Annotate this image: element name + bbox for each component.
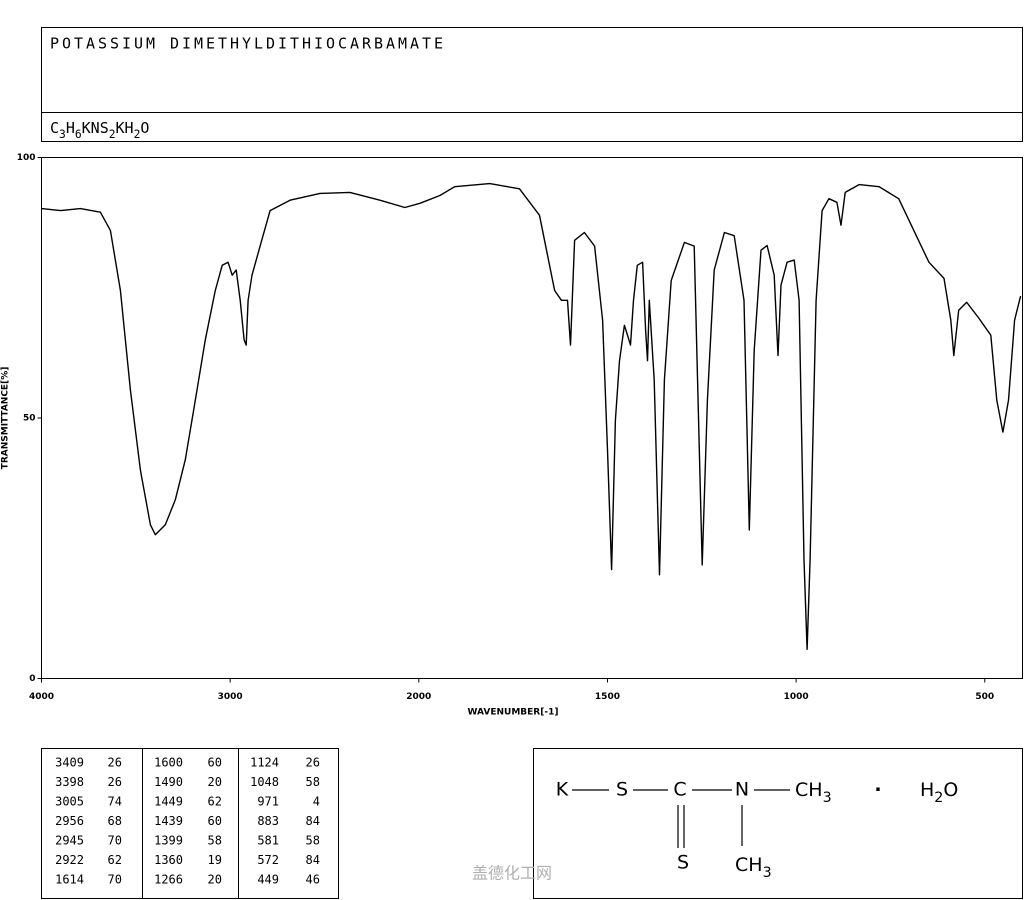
table-cell: 60 [208, 814, 222, 828]
table-cell: 1124 [250, 756, 279, 770]
table-cell: 2922 [55, 853, 84, 867]
table-cell: 3005 [55, 795, 84, 809]
table-cell: 1449 [154, 795, 183, 809]
dot: · [874, 779, 881, 801]
table-cell: 62 [208, 795, 222, 809]
atom: S [616, 779, 628, 801]
x-tick-label: 500 [975, 692, 994, 702]
table-cell: 62 [108, 853, 122, 867]
plot-frame [41, 157, 1023, 679]
table-cell: 883 [257, 814, 279, 828]
x-axis-label: WAVENUMBER[-1] [468, 708, 559, 718]
atom: S [677, 852, 689, 874]
table-cell: 1399 [154, 834, 183, 848]
formula: C3H6KNS2KH2O [50, 119, 149, 141]
table-cell: 449 [257, 873, 279, 887]
atom: K [556, 779, 569, 801]
x-tick-label: 3000 [218, 692, 243, 702]
table-cell: 1614 [55, 873, 84, 887]
formula-box [41, 112, 1023, 142]
water: H2O [920, 779, 958, 807]
table-cell: 971 [257, 795, 279, 809]
table-cell: 1266 [154, 873, 183, 887]
x-tick-label: 1500 [595, 692, 620, 702]
table-cell: 4 [313, 795, 320, 809]
table-cell: 572 [257, 853, 279, 867]
table-cell: 1360 [154, 853, 183, 867]
table-cell: 58 [208, 834, 222, 848]
table-cell: 84 [306, 814, 320, 828]
table-cell: 70 [108, 834, 122, 848]
table-cell: 70 [108, 873, 122, 887]
table-cell: 26 [108, 775, 122, 789]
y-tick-label: 100 [17, 153, 36, 163]
y-tick-label: 50 [23, 414, 36, 424]
table-cell: 3409 [55, 756, 84, 770]
table-cell: 60 [208, 756, 222, 770]
table-cell: 20 [208, 775, 222, 789]
atom: C [673, 779, 686, 801]
table-cell: 1439 [154, 814, 183, 828]
table-cell: 1600 [154, 756, 183, 770]
x-tick-label: 2000 [406, 692, 431, 702]
table-cell: 26 [108, 756, 122, 770]
atom: N [735, 779, 749, 801]
table-cell: 74 [108, 795, 122, 809]
atom: CH3 [795, 779, 832, 807]
y-tick-label: 0 [29, 674, 35, 684]
plot: 0 50 100 4000 3000 2000 1500 1000 500 [17, 153, 1022, 702]
table-cell: 58 [306, 775, 320, 789]
table-cell: 68 [108, 814, 122, 828]
structure-box [533, 748, 1023, 899]
table-cell: 1048 [250, 775, 279, 789]
table-cell: 26 [306, 756, 320, 770]
table-cell: 3398 [55, 775, 84, 789]
peak-table: 3409 26 1600 60 1124 26 3398 26 1490 20 1048 58 3005… [55, 756, 320, 887]
spectrum-line [41, 182, 1022, 650]
x-tick-label: 1000 [784, 692, 809, 702]
table-cell: 19 [208, 853, 222, 867]
atom: CH3 [735, 854, 772, 882]
table-cell: 84 [306, 853, 320, 867]
table-cell: 2956 [55, 814, 84, 828]
table-cell: 1490 [154, 775, 183, 789]
bonds [572, 789, 790, 848]
compound-title: POTASSIUM DIMETHYLDITHIOCARBAMATE [50, 35, 443, 53]
peak-table-box [41, 748, 339, 899]
table-cell: 2945 [55, 834, 84, 848]
table-cell: 20 [208, 873, 222, 887]
y-axis-label: TRANSMITTANCE[%] [1, 367, 11, 470]
x-tick-label: 4000 [29, 692, 54, 702]
watermark: 盖德化工网 [472, 864, 552, 883]
table-cell: 58 [306, 834, 320, 848]
structure-atoms: K S C N CH3 · H2O S CH3 [556, 779, 959, 882]
table-cell: 46 [306, 873, 320, 887]
table-cell: 581 [257, 834, 279, 848]
